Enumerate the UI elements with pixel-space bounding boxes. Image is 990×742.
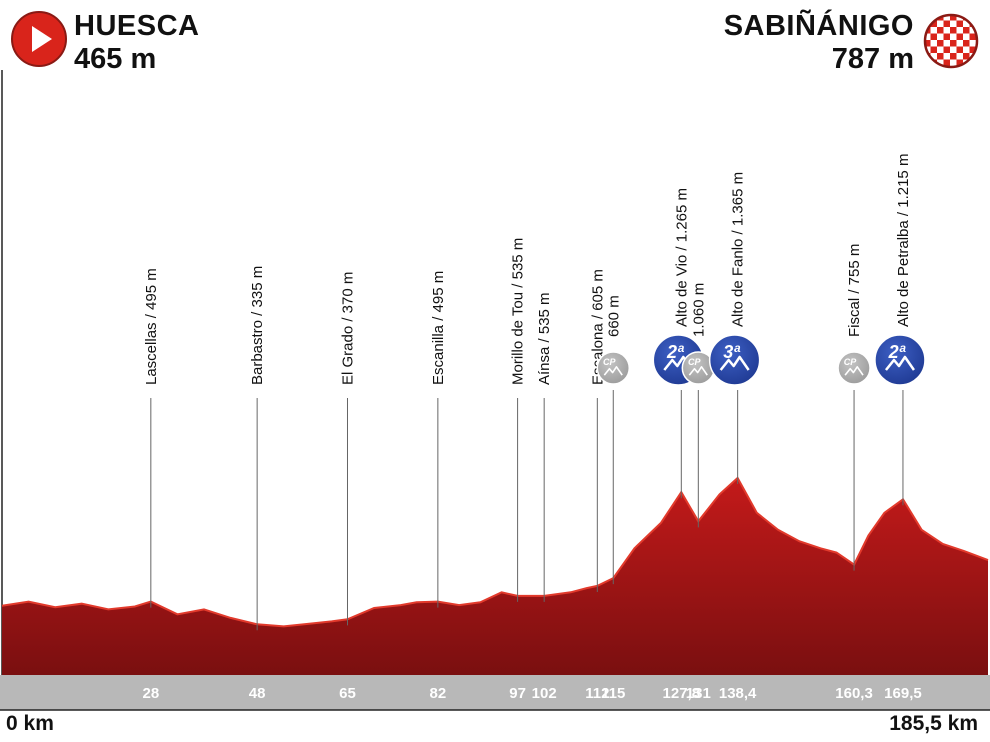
finish-city: SABIÑÁNIGO 787 m bbox=[724, 12, 914, 74]
waypoint-name-label: Escanilla / 495 m bbox=[430, 271, 447, 385]
mountain-icon bbox=[719, 355, 750, 371]
waypoint-km-label: 115 bbox=[601, 685, 625, 702]
badge-cp-label: CP bbox=[603, 357, 616, 367]
badge-category-label: 2ª bbox=[666, 342, 685, 362]
badge-category-label: 3ª bbox=[723, 342, 741, 362]
cp-badge-icon bbox=[596, 351, 631, 385]
waypoint-km-label: 112 bbox=[585, 685, 609, 702]
waypoint-name-label: Morillo de Tou / 535 m bbox=[510, 238, 527, 385]
waypoint-name-label: Fiscal / 755 m bbox=[846, 244, 863, 337]
waypoint-name-label: Lascellas / 495 m bbox=[143, 268, 160, 385]
waypoint-km-label: 82 bbox=[430, 685, 447, 702]
waypoint-km-label: 48 bbox=[249, 685, 266, 702]
cp-badge-icon bbox=[837, 351, 871, 385]
mountain-icon bbox=[844, 365, 864, 376]
waypoint-name-label: El Grado / 370 m bbox=[339, 272, 356, 385]
mountain-icon bbox=[603, 365, 623, 376]
waypoint-km-label: 131 bbox=[686, 685, 711, 702]
badge-cp-label: CP bbox=[844, 357, 857, 367]
mountain-category-badge-icon bbox=[874, 334, 926, 386]
waypoint-km-label: 127,8 bbox=[663, 685, 701, 702]
mountain-icon bbox=[688, 365, 708, 376]
waypoint-name-label: Alto de Fanlo / 1.365 m bbox=[730, 172, 747, 327]
waypoint-name-label: Alto de Vio / 1.265 m bbox=[673, 188, 690, 327]
mountain-icon bbox=[884, 355, 915, 371]
badge-cp-label: CP bbox=[688, 357, 701, 367]
waypoint-km-label: 138,4 bbox=[719, 685, 757, 702]
mountain-category-badge-icon bbox=[708, 334, 761, 386]
km-band bbox=[0, 675, 990, 710]
waypoint-name-label: Aínsa / 535 m bbox=[536, 292, 553, 385]
elevation-profile-area bbox=[2, 478, 988, 675]
waypoint-km-label: 28 bbox=[142, 685, 159, 702]
start-city: HUESCA 465 m bbox=[74, 12, 199, 74]
start-city-altitude: 465 m bbox=[74, 43, 157, 75]
waypoint-name-label: Alto de Petralba / 1.215 m bbox=[895, 154, 912, 327]
waypoint-km-label: 169,5 bbox=[884, 685, 922, 702]
distance-end-label: 185,5 km bbox=[889, 712, 978, 735]
waypoint-name-label: 1.060 m bbox=[690, 283, 707, 337]
waypoint-name-label: Barbastro / 335 m bbox=[249, 266, 266, 385]
waypoint-km-label: 160,3 bbox=[835, 685, 873, 702]
distance-start-label: 0 km bbox=[6, 712, 54, 735]
waypoint-km-label: 102 bbox=[532, 685, 557, 702]
finish-city-altitude: 787 m bbox=[831, 43, 914, 75]
start-play-icon bbox=[11, 11, 67, 67]
waypoint-km-label: 65 bbox=[339, 685, 356, 702]
waypoint-name-label: 660 m bbox=[605, 295, 622, 337]
finish-city-name: SABIÑÁNIGO bbox=[723, 10, 914, 42]
start-city-name: HUESCA bbox=[74, 10, 200, 42]
badge-category-label: 2ª bbox=[888, 342, 907, 362]
finish-checkered-flag-icon bbox=[923, 13, 979, 69]
waypoint-km-label: 97 bbox=[509, 685, 526, 702]
